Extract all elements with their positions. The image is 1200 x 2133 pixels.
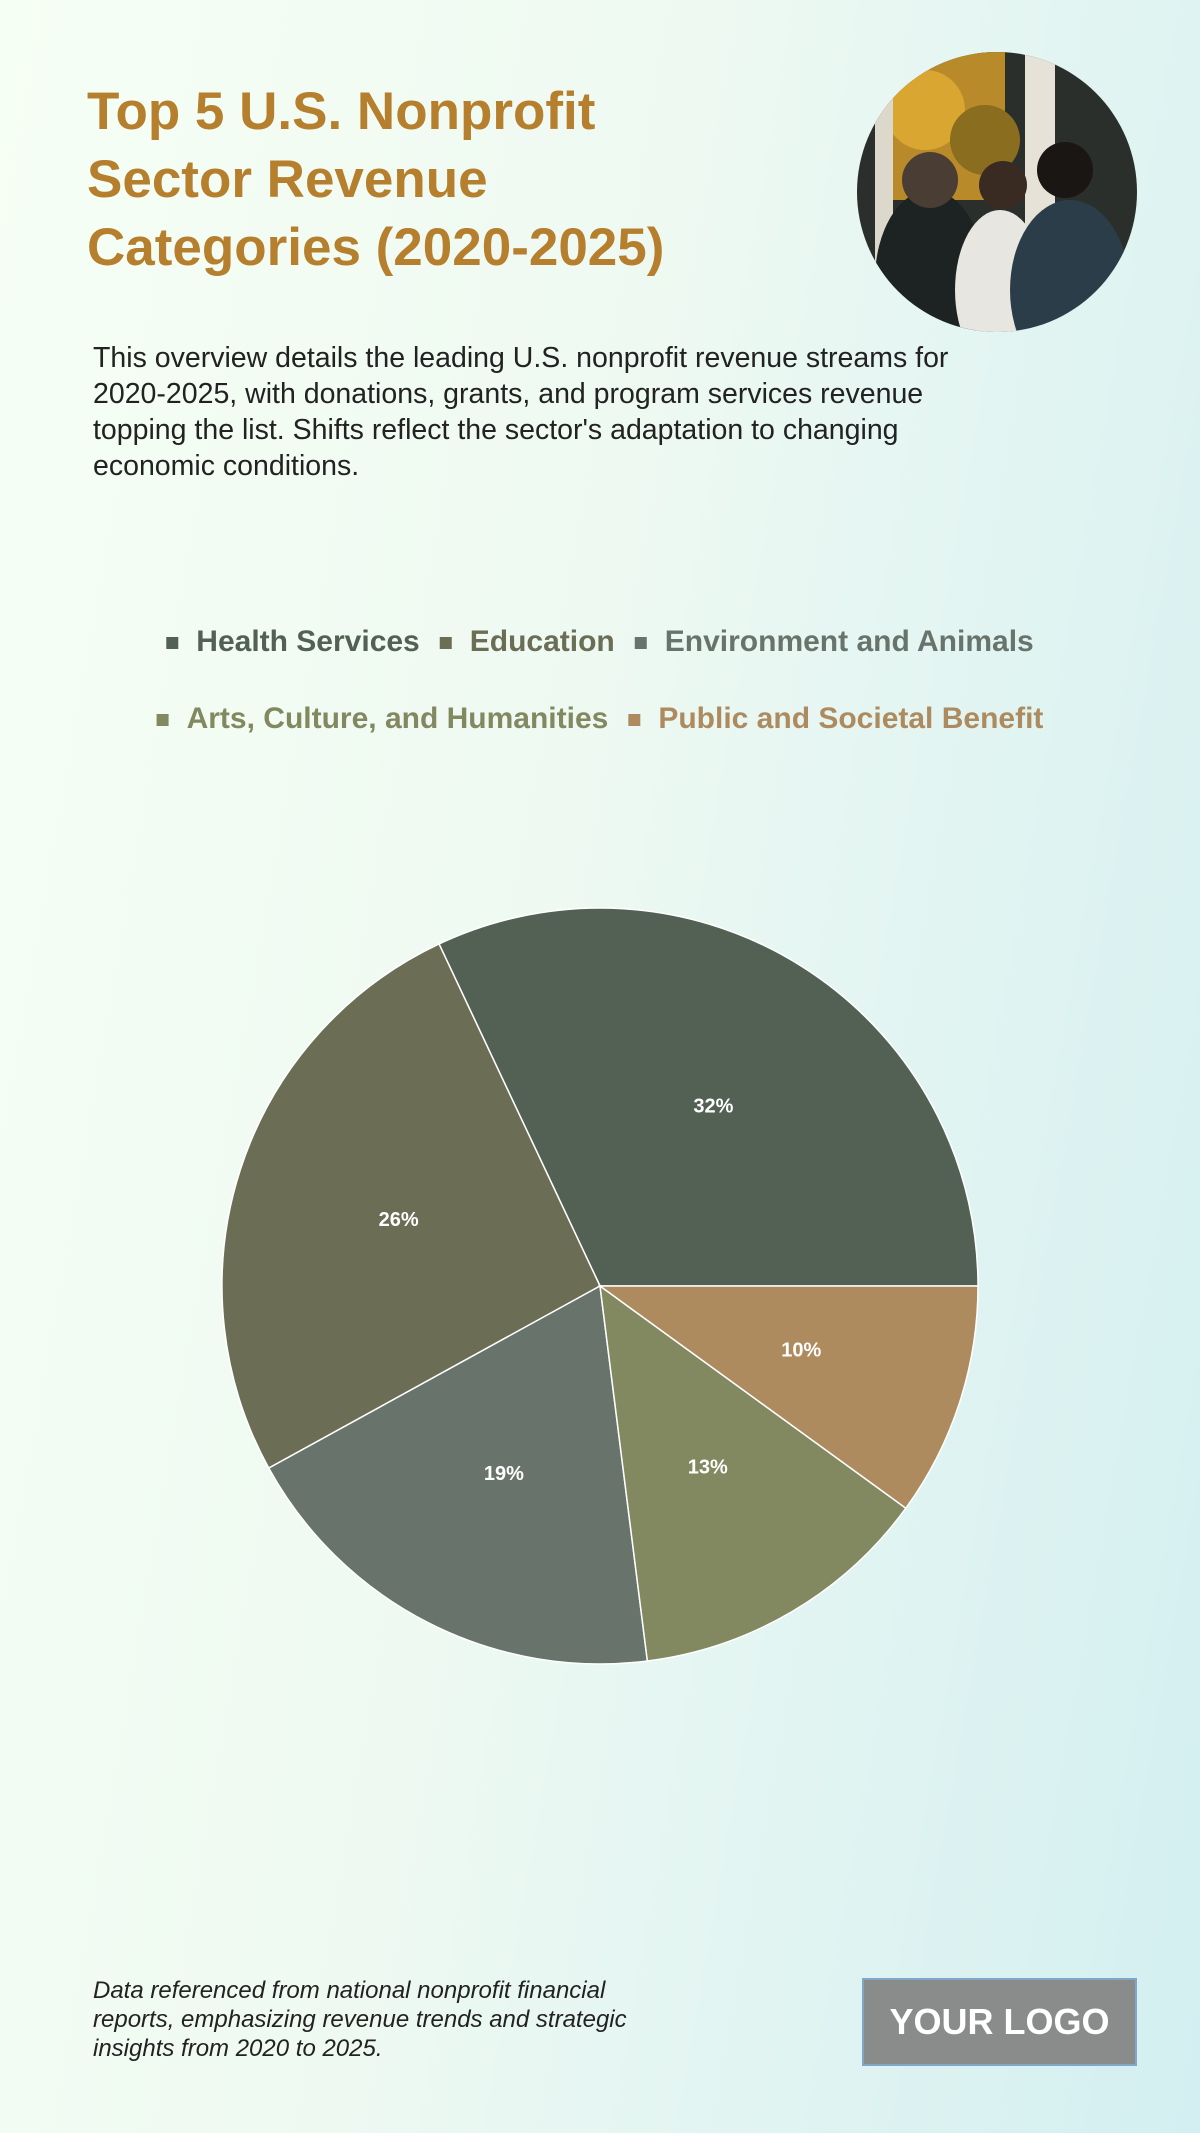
value-label: 32% xyxy=(693,1096,733,1118)
legend-item: Public and Societal Benefit xyxy=(628,702,1043,735)
title: Top 5 U.S. Nonprofit Sector Revenue Cate… xyxy=(87,82,665,277)
legend-marker xyxy=(634,637,647,649)
legend-label: Education xyxy=(470,625,615,658)
legend-marker xyxy=(439,637,452,649)
value-label: 26% xyxy=(379,1209,419,1231)
legend-marker xyxy=(628,714,641,726)
legend-item: Arts, Culture, and Humanities xyxy=(156,702,609,735)
legend-label: Health Services xyxy=(196,625,419,658)
legend-label: Public and Societal Benefit xyxy=(658,702,1043,735)
logo: YOUR LOGO xyxy=(862,1978,1137,2066)
legend-item: Health Services xyxy=(166,625,420,658)
pie-slice xyxy=(221,942,601,1470)
chart: Health Services Education Environment and … xyxy=(156,625,1043,1665)
pie-slice xyxy=(267,1284,649,1665)
legend-item: Environment and Animals xyxy=(634,625,1034,658)
legend-marker xyxy=(156,714,169,726)
value-label: 19% xyxy=(484,1463,524,1485)
pie-slice xyxy=(597,1285,979,1510)
legend-label: Environment and Animals xyxy=(665,625,1034,658)
legend-row: Health Services Education Environment and … xyxy=(166,625,1034,658)
legend-row: Arts, Culture, and Humanities Public and … xyxy=(156,702,1043,735)
footer-note: Data referenced from national nonprofit … xyxy=(93,1977,627,2062)
legend-item: Education xyxy=(439,625,615,658)
description: This overview details the leading U.S. n… xyxy=(93,342,949,482)
value-label: 10% xyxy=(781,1340,821,1362)
legend-marker xyxy=(166,637,179,649)
legend-label: Arts, Culture, and Humanities xyxy=(187,702,609,735)
pie-slice xyxy=(599,1284,907,1662)
pie-slice xyxy=(438,907,979,1287)
photo xyxy=(857,52,1137,332)
value-label: 13% xyxy=(688,1456,728,1478)
